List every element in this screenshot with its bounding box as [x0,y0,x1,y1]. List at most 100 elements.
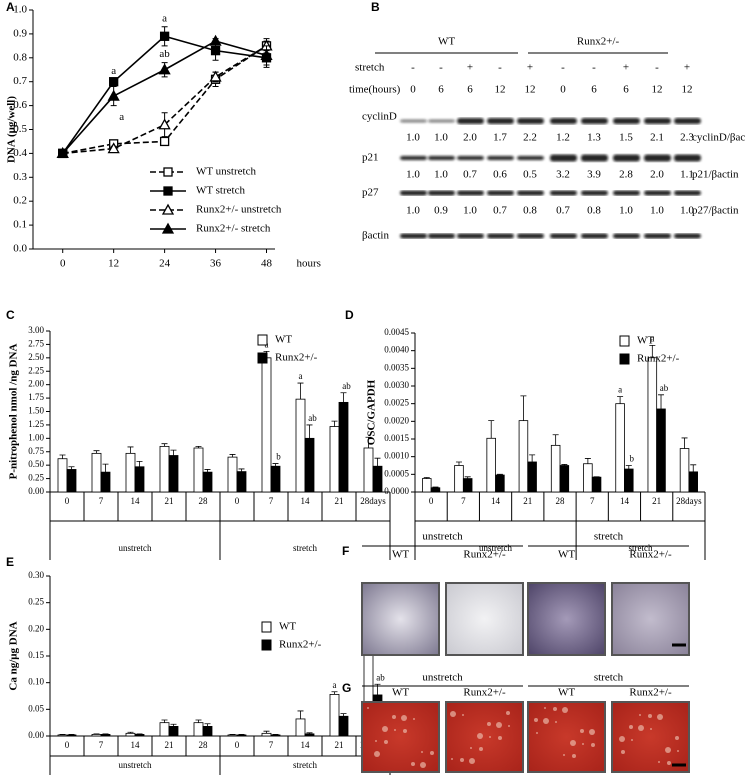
error-bar [617,396,624,404]
bar [518,420,529,493]
y-axis-label: DNA (μg/well) [6,96,18,163]
annotation: ab [159,48,170,60]
error-bar [520,395,527,421]
blot-band [550,154,577,162]
legend-swatch [619,353,630,365]
error-bar [161,719,168,723]
error-bar [204,469,211,473]
photo-speck [375,740,377,742]
legend-swatch [257,334,268,346]
y-tick-label: 2.50 [28,352,44,362]
y-tick-label: 1.0 [13,4,27,16]
photo-speck [638,725,644,731]
photo-speck [650,728,652,730]
error-bar [136,733,143,735]
point [109,77,119,87]
bar [462,478,473,493]
error-bar [331,691,338,695]
protein-label: βactin [362,230,389,242]
genotype-label: Runx2+/- [463,549,506,561]
error-bar [423,477,430,479]
bar [615,403,625,493]
ratio-value: 1.3 [587,132,601,144]
y-tick-label: 0.2 [13,195,27,207]
bar [624,468,634,493]
photo-speck [394,729,396,731]
bar [656,408,666,493]
legend-swatch [261,639,272,651]
y-tick-label: 0.5 [13,123,27,135]
blot-band [457,118,484,124]
error-bar [584,458,591,464]
panel-label: F [342,544,349,558]
x-tick-label: 14 [491,496,501,506]
y-tick-label: 0.30 [28,570,44,580]
x-tick-label: 7 [99,496,104,506]
y-tick-label: 3.00 [28,325,44,335]
bar [688,471,698,493]
y-tick-label: 0.0000 [384,486,409,496]
error-bar [488,420,495,439]
photo-speck [665,747,671,753]
bar [134,466,145,493]
error-bar [374,457,381,467]
y-axis-label: OSC/GAPDH [366,379,378,445]
y-tick-label: 0.0030 [384,380,409,390]
photo-speck [384,740,388,744]
genotype-label: WT [392,549,409,561]
photo-speck [462,714,464,716]
time-label: 6 [623,84,629,96]
point [159,136,170,147]
bar [168,726,179,737]
photo-speck [403,729,407,733]
blot-band [428,156,455,160]
blot-band [400,119,427,123]
annotation: b [630,454,635,464]
legend-swatch [261,621,272,633]
x-tick-label: 7 [99,740,104,750]
y-tick-label: 0.50 [28,459,44,469]
photo [527,701,606,773]
photo-speck [544,707,546,709]
blot-band [613,190,640,196]
bar [679,448,690,493]
error-bar [552,434,559,446]
stretch-sign: - [411,62,415,74]
bar [647,357,658,493]
x-tick-label: 7 [269,496,274,506]
ratio-value: 1.0 [406,132,420,144]
annotation: ab [376,672,385,682]
photo-speck [631,739,633,741]
blot-band [674,154,701,162]
x-tick-label: 21 [165,740,174,750]
group-label: unstretch [119,543,152,553]
photo-group-label: stretch [594,672,624,684]
error-bar [649,344,656,358]
ratio-value: 0.5 [523,169,537,181]
annotation: a [162,12,167,24]
point [260,49,273,61]
photo-speck [563,754,565,756]
y-axis-label: Ca ng/μg DNA [8,621,20,690]
photo-speck [675,736,679,740]
error-bar [127,731,134,734]
x-tick-label: 48 [261,258,273,270]
error-bar [340,713,347,717]
photo-speck [470,747,472,749]
blot-band [644,118,671,124]
stretch-sign: - [498,62,502,74]
bar [583,463,593,493]
photo-speck [553,707,557,711]
photo-speck [629,725,633,729]
blot-band [644,190,671,196]
time-label: 12 [525,84,536,96]
x-tick-label: 7 [590,496,595,506]
ratio-value: 0.7 [493,205,507,217]
y-tick-label: 0.05 [28,703,44,713]
x-tick-label: 0 [65,496,70,506]
photo-speck [392,715,396,719]
stretch-sign: - [439,62,443,74]
photo-speck [619,736,625,742]
point [56,147,69,159]
bar [236,734,247,737]
